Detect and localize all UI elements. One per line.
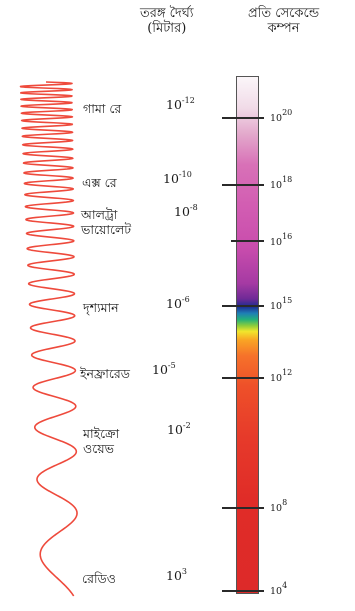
frequency-xray: 1018: [270, 175, 293, 191]
frequency-infrared: 1012: [270, 368, 293, 384]
band-label-infrared: ইনফ্রারেড: [80, 366, 130, 381]
wavelength-microwave: 10-2: [167, 421, 191, 437]
wavelength-header-line2: (মিটার): [147, 21, 187, 36]
wavelength-gamma: 10-12: [166, 96, 195, 112]
frequency-header-line2: কম্পন: [267, 21, 300, 36]
frequency-microwave: 108: [270, 498, 288, 514]
spectrum-color-bar: [236, 76, 259, 594]
tick-radio: [222, 590, 264, 592]
frequency-gamma: 1020: [270, 108, 293, 124]
band-label-visible: দৃশ্যমান: [83, 300, 119, 315]
tick-xray: [222, 184, 264, 186]
frequency-ultraviolet: 1016: [270, 232, 293, 248]
wavelength-ultraviolet: 10-8: [174, 203, 198, 219]
band-label-gamma: গামা রে: [83, 101, 122, 116]
band-label-ultraviolet: আলট্রা ভায়োলেট: [81, 207, 132, 237]
tick-visible: [222, 305, 264, 307]
wavelength-header-line1: তরঙ্গ দৈর্ঘ্য: [140, 6, 194, 21]
wavelength-infrared: 10-5: [152, 361, 176, 377]
wavelength-header: তরঙ্গ দৈর্ঘ্য (মিটার): [140, 6, 194, 36]
wavelength-radio: 103: [166, 567, 187, 583]
tick-infrared: [222, 377, 264, 379]
em-wave-curve: [19, 81, 78, 597]
wave-illustration: [19, 81, 78, 597]
band-label-microwave: মাইক্রো ওয়েভ: [83, 426, 120, 456]
tick-ultraviolet: [231, 240, 264, 242]
frequency-radio: 104: [270, 581, 288, 597]
band-label-radio: রেডিও: [82, 571, 116, 586]
tick-microwave: [222, 507, 264, 509]
wavelength-visible: 10-6: [166, 295, 190, 311]
frequency-header: প্রতি সেকেন্ডে কম্পন: [248, 6, 319, 36]
wavelength-xray: 10-10: [163, 170, 192, 186]
frequency-header-line1: প্রতি সেকেন্ডে: [248, 6, 320, 21]
frequency-visible: 1015: [270, 296, 293, 312]
tick-gamma: [222, 117, 264, 119]
band-label-xray: এক্স রে: [82, 175, 117, 190]
